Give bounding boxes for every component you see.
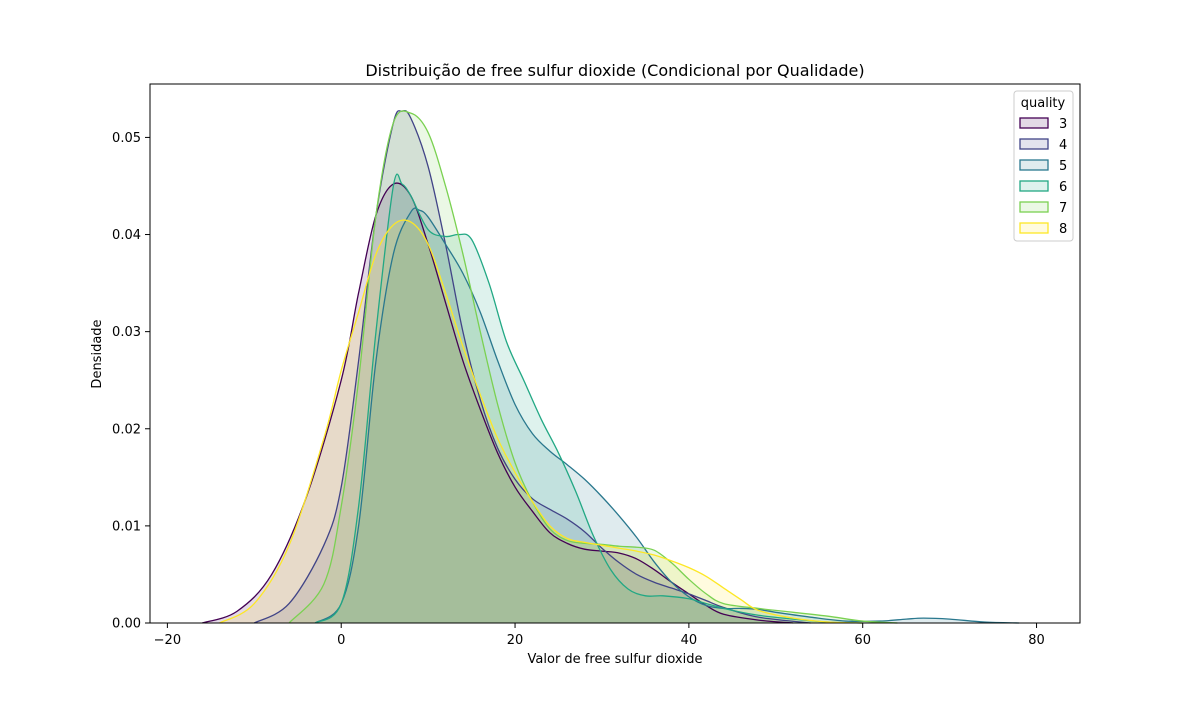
density-line-quality-6 [314, 173, 863, 624]
legend-swatch-quality-8 [1019, 222, 1049, 234]
legend-swatch-quality-6 [1019, 180, 1049, 192]
series-layer [201, 109, 1020, 624]
density-line-quality-4 [253, 109, 811, 624]
x-tick-label: −20 [154, 633, 181, 648]
legend-label-quality-8: 8 [1059, 222, 1067, 237]
x-tick-label: 40 [681, 633, 698, 648]
density-area-quality-5 [315, 208, 1020, 624]
legend-swatch-quality-5 [1019, 159, 1049, 171]
y-tick-label: 0.04 [112, 228, 141, 243]
x-tick-label: 80 [1028, 633, 1045, 648]
chart-title: Distribuição de free sulfur dioxide (Con… [365, 61, 864, 80]
legend-title: quality [1021, 96, 1066, 111]
legend-label-quality-5: 5 [1059, 159, 1067, 174]
x-axis: −20 0 20 40 60 80 [154, 623, 1045, 648]
y-tick-label: 0.02 [112, 422, 141, 437]
x-tick-label: 60 [854, 633, 871, 648]
legend-label-quality-3: 3 [1059, 117, 1067, 132]
density-area-quality-7 [289, 110, 898, 623]
density-area-quality-6 [315, 174, 863, 623]
density-line-quality-8 [219, 219, 863, 624]
density-area-quality-8 [219, 219, 863, 624]
y-axis: 0.00 0.01 0.02 0.03 0.04 0.05 [112, 131, 150, 632]
plot-frame [149, 83, 1081, 624]
legend-swatch-quality-7 [1019, 201, 1049, 213]
legend-items: 3 4 5 6 7 8 [1019, 117, 1067, 237]
density-area-quality-3 [202, 183, 794, 623]
density-area-quality-4 [254, 110, 811, 623]
legend-label-quality-4: 4 [1059, 138, 1067, 153]
density-line-quality-5 [314, 207, 1020, 624]
y-tick-label: 0.05 [112, 131, 141, 146]
density-line-quality-7 [288, 110, 898, 624]
y-axis-label: Densidade [90, 319, 105, 388]
legend-swatch-quality-3 [1019, 117, 1049, 129]
x-axis-label: Valor de free sulfur dioxide [528, 652, 703, 667]
y-tick-label: 0.01 [112, 519, 141, 534]
legend-swatch-quality-4 [1019, 138, 1049, 150]
x-tick-label: 0 [337, 633, 345, 648]
legend-label-quality-7: 7 [1059, 201, 1067, 216]
x-tick-label: 20 [507, 633, 524, 648]
y-tick-label: 0.03 [112, 325, 141, 340]
y-tick-label: 0.00 [112, 617, 141, 632]
legend-label-quality-6: 6 [1059, 180, 1067, 195]
legend: quality 3 4 5 6 7 8 [1013, 90, 1074, 242]
